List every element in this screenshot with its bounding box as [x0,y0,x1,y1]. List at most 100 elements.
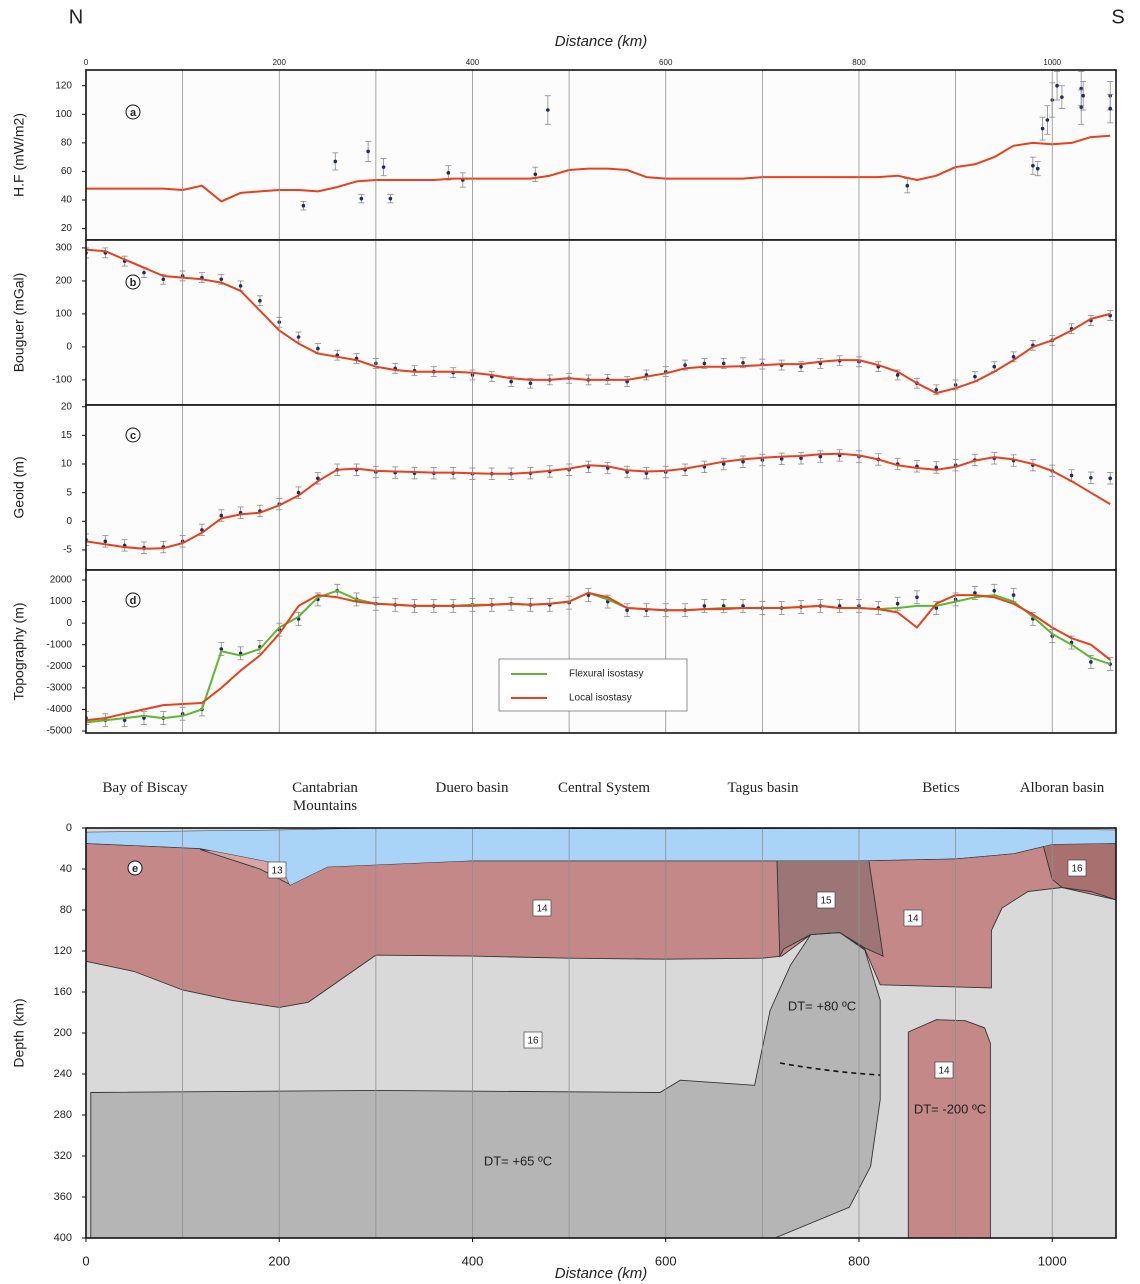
y-tick-label: -1000 [46,639,72,650]
observation-point [973,375,977,379]
observation-point [896,373,900,377]
observation-point [722,362,726,366]
observation-point [161,277,165,281]
y-tick-label: 100 [55,109,72,120]
observation-point [239,284,243,288]
observation-point [360,197,364,201]
observation-point [297,335,301,339]
observation-point [1012,593,1016,597]
x-tick-label: 600 [659,58,673,67]
observation-point [1081,94,1085,98]
observation-point [1089,660,1093,664]
observation-point [905,184,909,188]
y-tick-label: -5000 [46,726,72,737]
y-tick-label: -100 [52,375,72,386]
legend-label: Flexural isostasy [569,669,643,680]
observation-point [546,108,550,112]
body-label: 16 [1071,864,1083,875]
observation-point [896,602,900,606]
panel-label: e [132,863,138,875]
observation-point [1060,95,1064,99]
y-tick-label: 1000 [50,596,73,607]
region-label: Bay of Biscay [83,779,207,797]
y-axis-title: Bouguer (mGal) [11,273,27,373]
region-label: Central System [542,779,666,797]
observation-point [1041,127,1045,131]
y-tick-label: 20 [61,401,73,412]
observation-point [447,171,451,175]
plot-background [86,405,1116,570]
observation-point [509,380,513,384]
observation-point [1036,167,1040,171]
observation-point [529,381,533,385]
observation-point [703,604,707,608]
y-tick-label: 120 [55,80,72,91]
y-tick-label: -2000 [46,661,72,672]
observation-point [1079,105,1083,109]
y-axis-title: Depth (km) [11,998,27,1067]
x-tick-label: 1000 [1043,58,1061,67]
annotation: DT= +65 ºC [484,1153,552,1168]
y-tick-label: 360 [54,1191,72,1203]
y-axis-title: Topography (m) [11,602,27,700]
y-tick-label: 10 [61,459,73,470]
x-axis-title: Distance (km) [555,1265,648,1282]
observation-point [992,365,996,369]
region-label: Tagus basin [701,779,825,797]
observation-point [992,589,996,593]
direction-label: N [69,6,83,28]
y-axis-title: H.F (mW/m2) [11,113,27,197]
body-label: 15 [820,896,832,907]
observation-point [703,362,707,366]
body-label: 16 [527,1036,539,1047]
y-tick-label: 320 [54,1150,72,1162]
plot-area [86,70,1116,240]
panel-label: d [130,595,137,607]
observation-point [142,271,146,275]
x-tick-label: 1000 [1038,1253,1067,1268]
y-tick-label: -5 [63,545,72,556]
x-tick-label: 0 [84,58,89,67]
observation-point [683,363,687,367]
plot-area [86,828,1116,1238]
observation-point [366,150,370,154]
panel: 16141415131614DT= +65 ºCDT= +80 ºCDT= -2… [11,822,1116,1282]
region-label: Cantabrian Mountains [263,779,387,815]
x-tick-label: 0 [82,1253,89,1268]
y-tick-label: 80 [61,137,73,148]
figure: 2040608010012002004006008001000Distance … [0,0,1140,1284]
y-tick-label: 0 [66,516,72,527]
plot-area [83,405,1116,570]
y-tick-label: 5 [66,487,72,498]
observation-point [219,514,223,518]
y-tick-label: 0 [66,822,72,834]
y-tick-label: 15 [61,430,73,441]
y-tick-label: 160 [54,986,72,998]
page: {"chart_data": [ {"type": "line", "panel… [0,0,1140,1284]
x-tick-label: 600 [655,1253,677,1268]
x-tick-label: 400 [462,1253,484,1268]
y-axis-title: Geoid (m) [11,456,27,518]
observation-point [915,595,919,599]
x-tick-label: 200 [273,58,287,67]
observation-point [382,165,386,169]
y-tick-label: 40 [61,195,73,206]
observation-point [1070,474,1074,478]
x-tick-label: 200 [268,1253,290,1268]
observation-point [799,365,803,369]
y-tick-label: 2000 [50,575,73,586]
observation-point [533,172,537,176]
observation-point [1031,164,1035,168]
observation-point [1108,107,1112,111]
y-tick-label: 280 [54,1109,72,1121]
annotation: DT= +80 ºC [788,998,856,1013]
y-tick-label: 100 [55,309,72,320]
region-label: Alboran basin [1000,779,1124,797]
observation-point [1046,118,1050,122]
y-tick-label: -4000 [46,704,72,715]
observation-point [333,160,337,164]
y-tick-label: 80 [60,904,72,916]
panel-label: a [130,107,137,119]
observation-point [389,197,393,201]
